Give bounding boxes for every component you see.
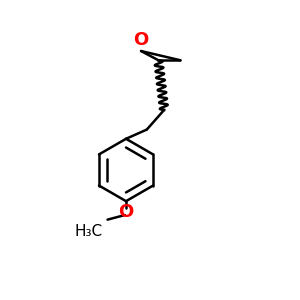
Text: O: O — [118, 202, 134, 220]
Text: O: O — [134, 31, 149, 49]
Text: H₃C: H₃C — [75, 224, 103, 239]
